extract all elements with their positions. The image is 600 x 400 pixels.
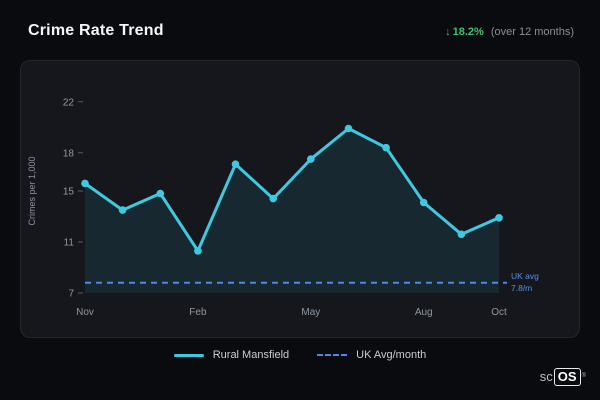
y-tick-label: 11 <box>64 238 75 249</box>
page-header: Crime Rate Trend ↓ 18.2% (over 12 months) <box>0 0 600 40</box>
y-axis-label: Crimes per 1,000 <box>27 156 37 225</box>
x-tick-label: Aug <box>415 307 433 318</box>
data-point <box>231 160 240 168</box>
legend-label-uk-avg: UK Avg/month <box>356 349 427 361</box>
trend-indicator: ↓ 18.2% (over 12 months) <box>445 26 574 38</box>
area-fill <box>85 128 499 293</box>
trend-percentage: 18.2% <box>452 26 484 38</box>
legend-label-rural-mansfield: Rural Mansfield <box>212 349 290 361</box>
registered-trademark-icon: ® <box>581 373 586 379</box>
trend-line <box>83 127 501 253</box>
data-point <box>382 143 390 152</box>
data-point <box>118 206 127 214</box>
scos-logo: sc OS ® <box>540 368 586 386</box>
legend-item-uk-avg[interactable]: UK Avg/month <box>317 349 426 361</box>
down-arrow-icon: ↓ <box>445 26 451 38</box>
uk-avg-annotation: UK avg <box>511 271 539 281</box>
chart-card: 7 11 15 18 22 Nov Feb May Aug Oct Crimes per 1,000… <box>20 60 580 338</box>
logo-box: OS <box>553 368 581 386</box>
chart-legend: Rural Mansfield UK Avg/month <box>0 349 600 361</box>
data-point <box>495 214 503 222</box>
y-tick-label: 18 <box>63 148 75 159</box>
y-tick-label: 7 <box>68 289 74 300</box>
data-point <box>269 194 277 203</box>
data-point <box>344 124 353 133</box>
legend-item-rural-mansfield[interactable]: Rural Mansfield <box>173 349 290 361</box>
trend-caption: (over 12 months) <box>490 26 574 38</box>
solid-line-swatch-icon <box>173 353 204 357</box>
x-tick-label: Nov <box>76 307 94 318</box>
y-tick-label: 15 <box>63 187 75 198</box>
crime-trend-chart: 7 11 15 18 22 Nov Feb May Aug Oct Crimes per 1,000… <box>27 97 539 318</box>
logo-prefix: sc <box>539 369 553 384</box>
data-point <box>419 198 428 207</box>
data-point <box>81 179 89 188</box>
data-point <box>457 230 466 239</box>
x-tick-label: May <box>301 307 320 318</box>
data-point <box>307 155 315 163</box>
dashed-line-swatch-icon <box>317 354 348 356</box>
x-tick-label: Feb <box>189 307 207 318</box>
page-title: Crime Rate Trend <box>28 22 164 39</box>
y-tick-label: 22 <box>63 97 75 108</box>
data-point <box>194 247 202 255</box>
x-tick-label: Oct <box>491 307 507 318</box>
data-point <box>156 189 165 198</box>
uk-avg-annotation-value: 7.8/m <box>511 283 532 293</box>
